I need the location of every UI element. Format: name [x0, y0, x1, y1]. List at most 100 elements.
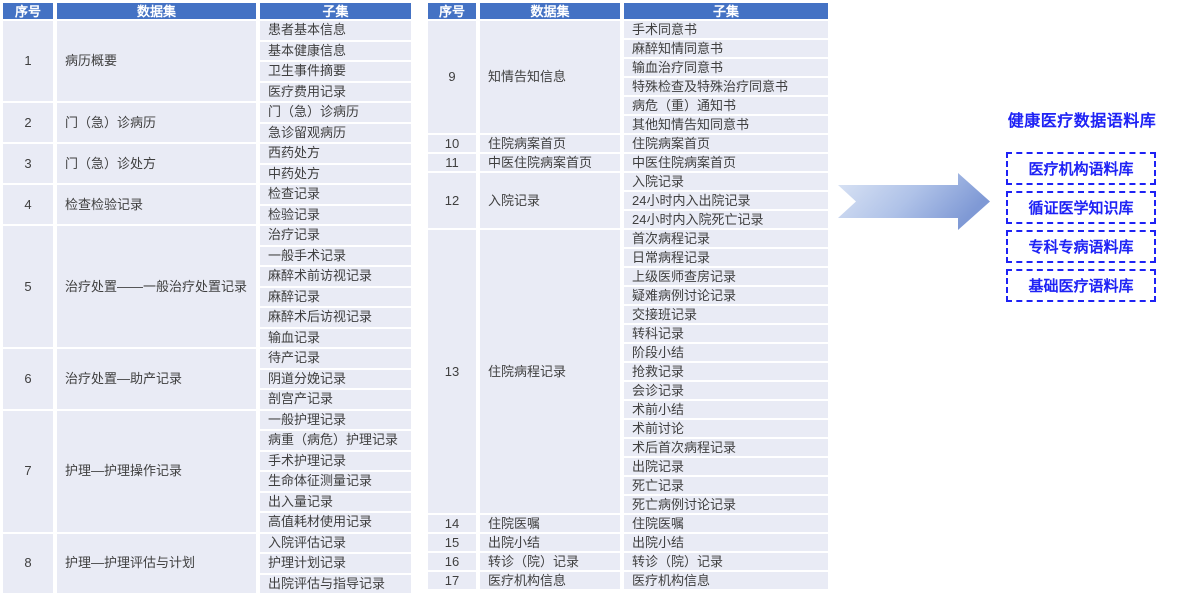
row-number-cell: 15: [428, 534, 476, 551]
subset-cell: 门（急）诊病历: [260, 103, 411, 122]
subset-cell: 生命体征测量记录: [260, 472, 411, 491]
corpus-box-list: 医疗机构语料库 循证医学知识库 专科专病语料库 基础医疗语料库: [1006, 152, 1156, 302]
row-number-cell: 16: [428, 553, 476, 570]
table-row: 2 门（急）诊病历 门（急）诊病历: [3, 103, 411, 142]
table-row: 死亡记录: [428, 477, 828, 494]
row-number-cell: 2: [3, 103, 53, 142]
dataset-table-right: 序号 数据集 子集 9 知情告知信息 手术同意书 麻醉知情同意书 输血治疗同意书 特殊检查及特殊…: [424, 1, 832, 591]
dataset-cell: 病历概要: [57, 21, 256, 101]
subset-cell: 手术护理记录: [260, 451, 411, 470]
subset-cell: 医疗机构信息: [624, 572, 828, 589]
subset-cell: 上级医师查房记录: [624, 268, 828, 285]
subset-cell: 卫生事件摘要: [260, 62, 411, 81]
subset-cell: 转科记录: [624, 325, 828, 342]
subset-cell: 入院记录: [624, 173, 828, 190]
subset-cell: 急诊留观病历: [260, 123, 411, 142]
dataset-cell: 门（急）诊处方: [57, 144, 256, 183]
subset-cell: 阴道分娩记录: [260, 369, 411, 388]
subset-cell: 剖宫产记录: [260, 390, 411, 409]
table-row: 14 住院医嘱 住院医嘱: [428, 515, 828, 532]
row-number-cell: 9: [428, 21, 476, 133]
dataset-cell: 护理—护理评估与计划: [57, 533, 256, 593]
subset-cell: 麻醉术后访视记录: [260, 308, 411, 327]
subset-cell: 输血治疗同意书: [624, 59, 828, 76]
row-number-cell: 4: [3, 185, 53, 224]
row-number-cell: 11: [428, 154, 476, 171]
column-header: 子集: [624, 3, 828, 19]
table-row: 术前讨论: [428, 420, 828, 437]
table-row: 24小时内入出院记录: [428, 192, 828, 209]
subset-cell: 麻醉知情同意书: [624, 40, 828, 57]
subset-cell: 首次病程记录: [624, 230, 828, 247]
table-row: 生命体征测量记录: [3, 472, 411, 491]
subset-cell: 住院医嘱: [624, 515, 828, 532]
subset-cell: 术后首次病程记录: [624, 439, 828, 456]
subset-cell: 中药处方: [260, 164, 411, 183]
table-row: 出入量记录: [3, 492, 411, 511]
subset-cell: 西药处方: [260, 144, 411, 163]
table-row: 特殊检查及特殊治疗同意书: [428, 78, 828, 95]
corpus-box: 医疗机构语料库: [1006, 152, 1156, 185]
table-row: 检验记录: [3, 205, 411, 224]
subset-cell: 出院小结: [624, 534, 828, 551]
table-row: 病重（病危）护理记录: [3, 431, 411, 450]
subset-cell: 出院评估与指导记录: [260, 574, 411, 593]
subset-cell: 输血记录: [260, 328, 411, 347]
subset-cell: 患者基本信息: [260, 21, 411, 40]
subset-cell: 会诊记录: [624, 382, 828, 399]
subset-cell: 术前讨论: [624, 420, 828, 437]
table-row: 麻醉术后访视记录: [3, 308, 411, 327]
subset-cell: 基本健康信息: [260, 41, 411, 60]
subset-cell: 麻醉术前访视记录: [260, 267, 411, 286]
subset-cell: 交接班记录: [624, 306, 828, 323]
table-row: 9 知情告知信息 手术同意书: [428, 21, 828, 133]
table-row: 12 入院记录 入院记录: [428, 173, 828, 228]
row-number-cell: 3: [3, 144, 53, 183]
table-row: 输血治疗同意书: [428, 59, 828, 76]
subset-cell: 检验记录: [260, 205, 411, 224]
dataset-cell: 门（急）诊病历: [57, 103, 256, 142]
subset-cell: 手术同意书: [624, 21, 828, 38]
table-row: 1 病历概要 患者基本信息: [3, 21, 411, 101]
dataset-cell: 住院病案首页: [480, 135, 620, 152]
table-row: 麻醉术前访视记录: [3, 267, 411, 286]
dataset-cell: 住院医嘱: [480, 515, 620, 532]
subset-cell: 24小时内入出院记录: [624, 192, 828, 209]
subset-cell: 一般护理记录: [260, 410, 411, 429]
flow-right-arrow-icon: [838, 173, 990, 230]
row-number-cell: 5: [3, 226, 53, 347]
table-row: 转科记录: [428, 325, 828, 342]
row-number-cell: 17: [428, 572, 476, 589]
subset-cell: 入院评估记录: [260, 533, 411, 552]
dataset-cell: 医疗机构信息: [480, 572, 620, 589]
table-row: 阴道分娩记录: [3, 369, 411, 388]
table-row: 急诊留观病历: [3, 123, 411, 142]
subset-cell: 检查记录: [260, 185, 411, 204]
subset-cell: 一般手术记录: [260, 246, 411, 265]
row-number-cell: 6: [3, 349, 53, 409]
table-row: 剖宫产记录: [3, 390, 411, 409]
row-number-cell: 8: [3, 533, 53, 593]
subset-cell: 24小时内入院死亡记录: [624, 211, 828, 228]
column-header: 数据集: [480, 3, 620, 19]
corpus-box: 专科专病语料库: [1006, 230, 1156, 263]
table-row: 13 住院病程记录 首次病程记录: [428, 230, 828, 513]
row-number-cell: 12: [428, 173, 476, 228]
row-number-cell: 1: [3, 21, 53, 101]
dataset-cell: 治疗处置—助产记录: [57, 349, 256, 409]
column-header: 数据集: [57, 3, 256, 19]
table-row: 4 检查检验记录 检查记录: [3, 185, 411, 224]
dataset-cell: 出院小结: [480, 534, 620, 551]
dataset-cell: 转诊（院）记录: [480, 553, 620, 570]
table-row: 24小时内入院死亡记录: [428, 211, 828, 228]
subset-cell: 医疗费用记录: [260, 82, 411, 101]
table-row: 出院评估与指导记录: [3, 574, 411, 593]
subset-cell: 特殊检查及特殊治疗同意书: [624, 78, 828, 95]
table-row: 5 治疗处置——一般治疗处置记录 治疗记录: [3, 226, 411, 347]
subset-cell: 出入量记录: [260, 492, 411, 511]
subset-cell: 高值耗材使用记录: [260, 513, 411, 532]
table-row: 15 出院小结 出院小结: [428, 534, 828, 551]
subset-cell: 死亡记录: [624, 477, 828, 494]
table-row: 3 门（急）诊处方 西药处方: [3, 144, 411, 183]
